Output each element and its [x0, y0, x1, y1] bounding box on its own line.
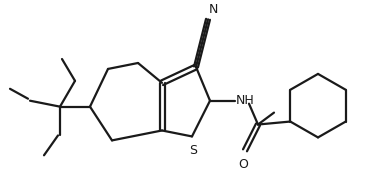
- Text: N: N: [209, 3, 218, 16]
- Text: NH: NH: [236, 94, 255, 107]
- Text: O: O: [238, 158, 248, 171]
- Text: S: S: [189, 144, 197, 157]
